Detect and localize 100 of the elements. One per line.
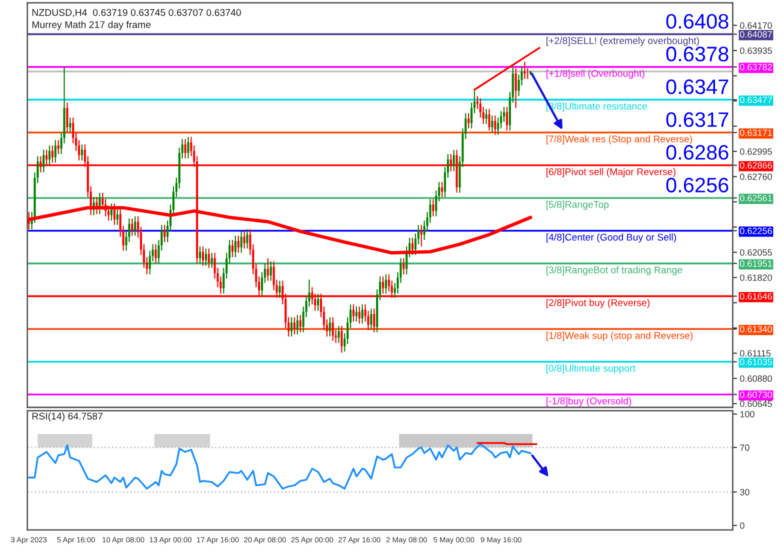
candlestick [48, 144, 51, 166]
candlestick [338, 325, 340, 344]
candlestick [240, 230, 242, 254]
y-tick-label: 70 [740, 444, 750, 451]
y-tick-label: 0.63477 [740, 96, 772, 104]
ref-line-label: [3/8]RangeBot of trading Range [546, 266, 682, 276]
y-tick-label: 0.60730 [740, 391, 772, 398]
candlestick [270, 260, 272, 282]
y-tick-label: 100 [740, 411, 754, 418]
ref-line-label: [0/8]Ultimate support [546, 364, 636, 374]
ref-line-label: [-1/8]buy (Oversold) [546, 397, 632, 406]
y-tick-label: 0.61951 [740, 260, 772, 267]
y-tick-label: 0.61820 [740, 274, 772, 281]
candlestick [352, 304, 355, 322]
chart-title: RSI(14) 64.7587 [32, 412, 102, 422]
candlestick [131, 218, 134, 236]
candlestick [299, 314, 302, 333]
candlestick [246, 228, 248, 250]
text: Murrey Math 217 day frame [32, 20, 151, 30]
annotation: 0.6317 [666, 112, 728, 128]
ref-line-label: [7/8]Weak res (Stop and Reverse) [546, 135, 692, 144]
candlestick [420, 224, 422, 247]
ref-line-label: [+1/8]sell (Overbought) [546, 70, 644, 79]
candlestick [355, 306, 358, 322]
candlestick [506, 106, 508, 132]
y-tick-label: 0.62866 [740, 162, 772, 169]
ref-line-label: [1/8]Weak sup (stop and Reverse) [546, 332, 693, 341]
candlestick [488, 108, 490, 132]
y-tick-label: 0.64087 [740, 31, 772, 38]
ref-line-label: [4/8]Center (Good Buy or Sell) [546, 233, 676, 243]
candlestick [468, 112, 470, 129]
candlestick [358, 306, 360, 324]
candlestick [237, 235, 240, 254]
annotation: 0.6286 [666, 144, 728, 160]
candlestick [266, 258, 269, 282]
line-series [28, 443, 532, 490]
candlestick [234, 235, 236, 258]
annotation: 0.6408 [666, 14, 728, 29]
y-tick-label: 0.63935 [740, 47, 772, 54]
candlestick [54, 140, 56, 164]
candlestick [432, 198, 434, 217]
y-tick-label: 0.62760 [740, 174, 772, 180]
y-tick-label: 0.64170 [740, 22, 772, 29]
ref-line-label: [+2/8]SELL! (extremely overbought) [546, 36, 699, 46]
candlestick [243, 230, 246, 250]
candlestick [491, 114, 494, 134]
candlestick [485, 108, 488, 125]
annotation: 0.6378 [666, 46, 728, 62]
candlestick [296, 314, 298, 335]
candlestick [382, 276, 384, 294]
candlestick [332, 316, 334, 342]
candlestick [370, 308, 372, 331]
candlestick [204, 248, 207, 266]
ref-line-label: [2/8]Pivot buy (Reverse) [546, 298, 650, 308]
candlestick [328, 316, 331, 338]
candlestick [384, 274, 387, 294]
candlestick [231, 239, 234, 258]
candlestick [290, 316, 293, 338]
ref-line-label: [6/8]Pivot sell (Major Reverse) [546, 168, 676, 178]
y-tick-label: 0.60880 [740, 375, 772, 382]
y-tick-label: 0.63171 [740, 129, 772, 136]
candlestick [452, 149, 455, 172]
candlestick [69, 117, 72, 134]
annotation: 0.6347 [666, 79, 728, 94]
annotation: 0.6256 [666, 178, 728, 192]
candlestick [66, 102, 68, 134]
y-tick-label: 0.61340 [740, 326, 772, 332]
candlestick [208, 248, 210, 268]
y-tick-label: 0.61115 [740, 350, 771, 357]
candlestick [164, 224, 166, 243]
y-tick-label: 0.62256 [740, 228, 772, 234]
candlestick [116, 208, 118, 226]
y-tick-label: 0.61646 [740, 293, 772, 300]
y-tick-label: 0 [740, 522, 744, 529]
candlestick [440, 181, 444, 198]
candlestick [51, 144, 54, 164]
candlestick [187, 136, 190, 159]
candlestick [278, 280, 281, 298]
candlestick [494, 114, 496, 136]
candlestick [42, 149, 45, 173]
candlestick [154, 244, 157, 264]
candlestick [184, 138, 186, 159]
candlestick [402, 258, 405, 275]
candlestick [514, 68, 517, 108]
candlestick [373, 308, 376, 333]
candlestick [134, 216, 136, 236]
candlestick [198, 246, 202, 264]
candlestick [80, 144, 83, 162]
candlestick [293, 316, 296, 335]
y-tick-label: 0.62995 [740, 148, 772, 155]
candlestick [202, 246, 204, 266]
candlestick [340, 325, 343, 354]
text: NZDUSD,H4 0.63719 0.63745 0.63707 0.63740 [32, 9, 241, 18]
candlestick [210, 252, 213, 268]
y-tick-label: 0.62055 [740, 249, 772, 256]
y-tick-label: 0.62561 [740, 194, 772, 202]
ref-line-label: [5/8]RangeTop [546, 200, 609, 210]
y-tick-label: 0.60645 [740, 400, 772, 407]
y-tick-label: 30 [740, 489, 750, 496]
y-tick-label: 0.61035 [740, 358, 772, 366]
